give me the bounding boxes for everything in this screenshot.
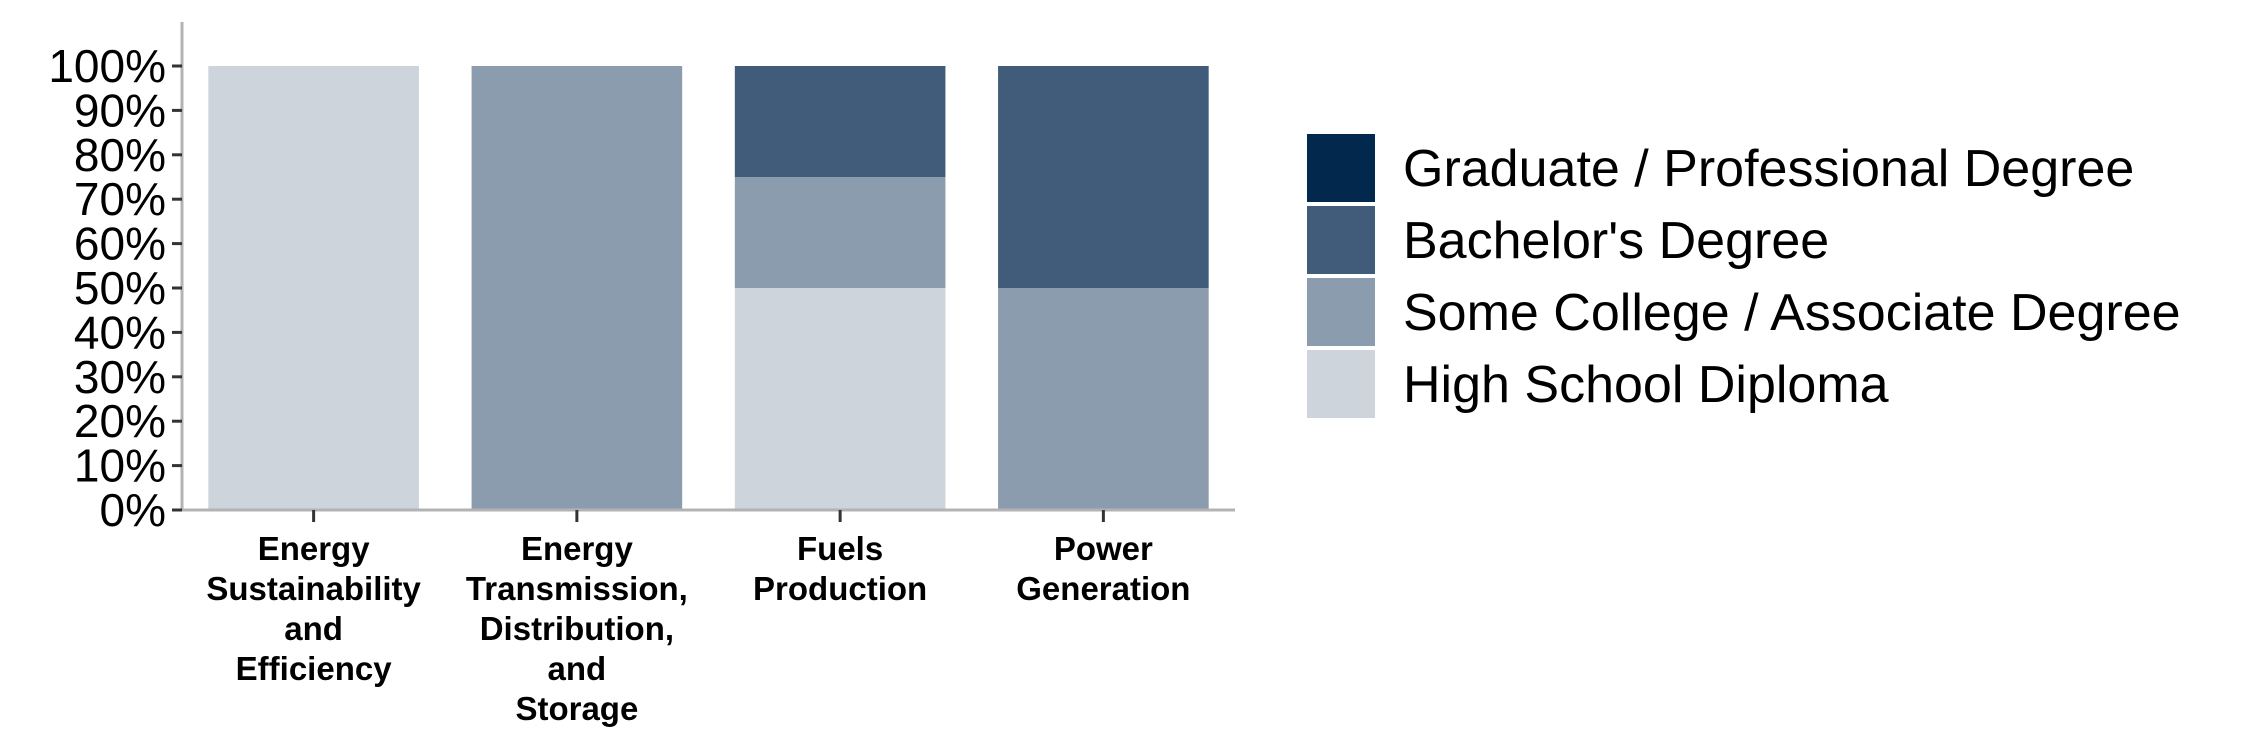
bar-segment-1-1 (208, 66, 419, 510)
bar-segment-3-2 (734, 177, 946, 288)
y-tick-label: 50% (74, 262, 166, 314)
y-tick-label: 90% (74, 84, 166, 136)
legend-swatch (1303, 130, 1379, 206)
legend-label: High School Diploma (1403, 356, 1889, 414)
legend-label: Some College / Associate Degree (1403, 284, 2181, 342)
axes-layer: 0%10%20%30%40%50%60%70%80%90%100% Energy S… (48, 22, 1235, 727)
bar-segment-3-3 (734, 66, 946, 177)
y-tick-label: 40% (74, 306, 166, 358)
x-tick-label: Energy Transmission, Distribution, and Stora… (466, 530, 688, 727)
y-tick-label: 20% (74, 395, 166, 447)
y-tick-label: 70% (74, 173, 166, 225)
legend-label: Graduate / Professional Degree (1403, 140, 2134, 198)
legend-swatch (1303, 274, 1379, 350)
legend: Graduate / Professional Degree Bachelor's… (1303, 130, 2181, 422)
x-tick-label: Power Generation (1016, 530, 1190, 607)
legend-label: Bachelor's Degree (1403, 212, 1829, 270)
y-tick-label: 100% (48, 40, 166, 92)
bar-segment-3-1 (734, 288, 946, 510)
bar-segment-4-3 (998, 66, 1209, 288)
y-tick-label: 30% (74, 351, 166, 403)
bars-layer (208, 66, 1209, 510)
bar-segment-4-2 (998, 288, 1209, 510)
legend-swatch (1303, 346, 1379, 422)
y-tick-label: 10% (74, 440, 166, 492)
y-tick-label: 0% (100, 484, 166, 536)
legend-swatch (1303, 202, 1379, 278)
x-tick-label: Energy Sustainability and Efficiency (206, 530, 421, 687)
y-tick-label: 80% (74, 129, 166, 181)
y-tick-label: 60% (74, 218, 166, 270)
bar-segment-2-2 (471, 66, 683, 510)
x-tick-label: Fuels Production (753, 530, 927, 607)
